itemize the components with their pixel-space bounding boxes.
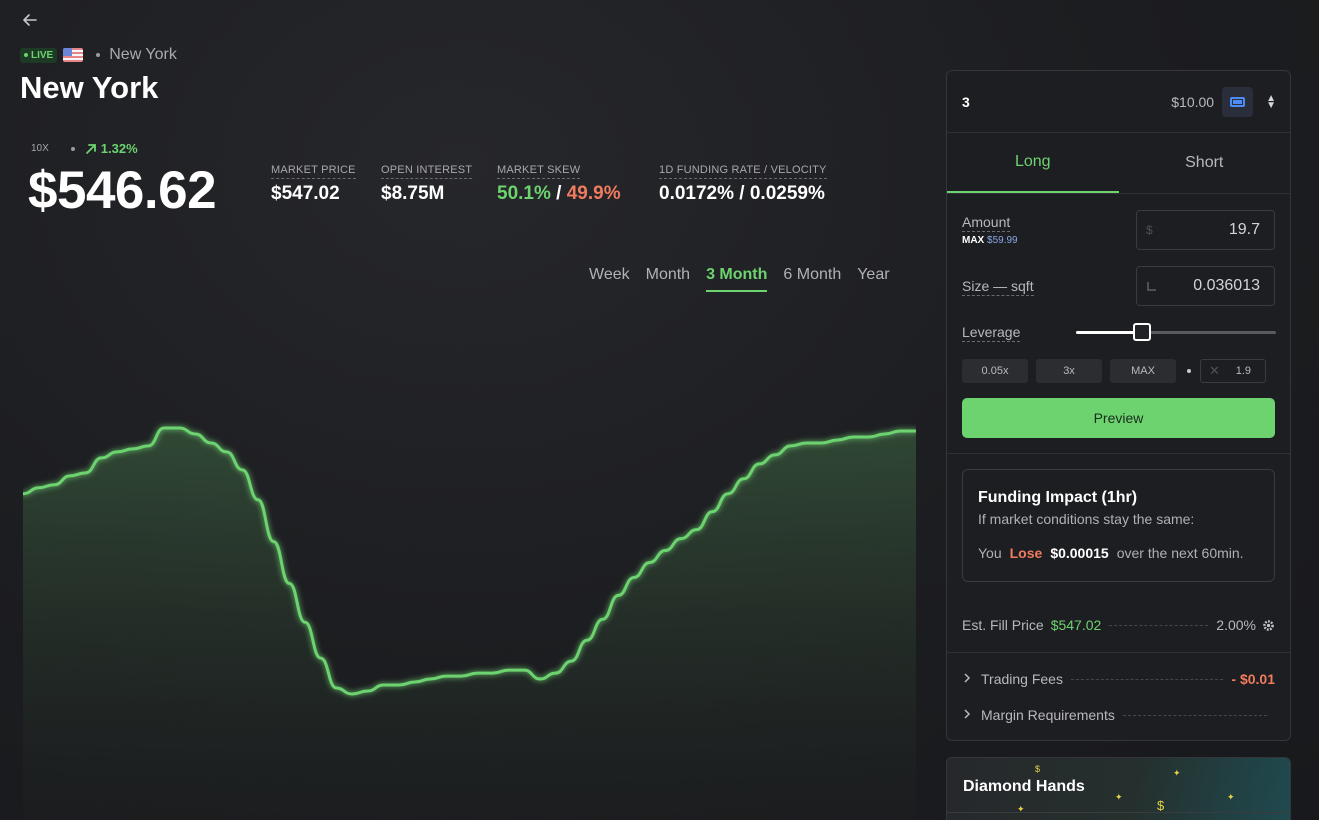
time-range-tabs: Week Month 3 Month 6 Month Year <box>589 266 906 292</box>
star-sparkle-icon: ✦ <box>1115 792 1123 802</box>
range-week[interactable]: Week <box>589 266 630 283</box>
leverage-slider[interactable] <box>1076 323 1276 341</box>
leverage-custom-input[interactable]: ✕ 1.9 <box>1200 359 1266 383</box>
tab-short[interactable]: Short <box>1185 154 1224 171</box>
dollar-sparkle-icon: $ <box>1157 798 1165 813</box>
funding-impact-card: Funding Impact (1hr) If market condition… <box>962 469 1275 582</box>
price-change: 1.32% <box>85 141 138 156</box>
dollar-sparkle-icon: $ <box>1035 764 1041 774</box>
leverage-slider-thumb[interactable] <box>1133 323 1151 341</box>
diamond-hands-title: Diamond Hands <box>963 778 1085 795</box>
est-fill-price-row: Est. Fill Price $547.02 2.00% <box>962 617 1275 633</box>
leverage-label-group: Leverage <box>962 324 1021 342</box>
side-tabs: Long Short <box>947 133 1290 194</box>
wallet-icon <box>1222 86 1254 117</box>
leverage-preset-max[interactable]: MAX <box>1110 359 1176 383</box>
us-flag-icon <box>63 48 84 62</box>
leverage-badge: 10X <box>31 143 49 154</box>
gear-icon[interactable] <box>1262 619 1275 632</box>
page-title: New York <box>20 70 159 105</box>
tab-long[interactable]: Long <box>947 133 1119 193</box>
multiply-icon: ✕ <box>1209 363 1220 378</box>
size-label: Size — sqft <box>962 278 1034 296</box>
slippage-value: 2.00% <box>1216 617 1256 633</box>
range-3-month[interactable]: 3 Month <box>706 266 768 292</box>
back-arrow-icon[interactable] <box>20 10 40 30</box>
diamond-hands-card[interactable]: Diamond Hands $ $ ✦ ✦ ✦ ✦ <box>946 757 1291 820</box>
impact-title: Funding Impact (1hr) <box>978 489 1138 506</box>
trend-up-icon <box>85 143 96 154</box>
trading-fees-row[interactable]: Trading Fees - $0.01 <box>962 671 1275 687</box>
impact-subtitle: If market conditions stay the same: <box>978 511 1195 527</box>
star-sparkle-icon: ✦ <box>1017 804 1025 814</box>
market-skew-metric: MARKET SKEW 50.1% / 49.9% <box>497 164 621 204</box>
leverage-change-row: 10X 1.32% <box>31 141 138 156</box>
chevron-right-icon <box>962 708 976 722</box>
market-price-metric: MARKET PRICE $547.02 <box>271 164 356 204</box>
preview-button[interactable]: Preview <box>962 398 1275 438</box>
impact-summary: You Lose $0.00015 over the next 60min. <box>978 545 1244 561</box>
live-badge: LIVE <box>20 47 58 63</box>
range-6-month[interactable]: 6 Month <box>783 266 842 283</box>
amount-input[interactable]: $ 19.7 <box>1136 210 1275 250</box>
size-input[interactable]: 0.036013 <box>1136 266 1275 306</box>
range-month[interactable]: Month <box>645 266 691 283</box>
fees-value: - $0.01 <box>1231 671 1275 687</box>
chevron-updown-icon[interactable]: ▲ ▼ <box>1266 92 1276 111</box>
funding-rate-metric: 1D FUNDING RATE / VELOCITY 0.0172% / 0.0… <box>659 164 827 204</box>
leverage-preset-3x[interactable]: 3x <box>1036 359 1102 383</box>
location-row: LIVE New York <box>20 46 177 64</box>
dollar-icon: $ <box>1146 223 1153 237</box>
fill-price-value: $547.02 <box>1050 617 1102 633</box>
leverage-slider-fill <box>1076 331 1142 334</box>
current-price: $546.62 <box>28 161 217 220</box>
star-sparkle-icon: ✦ <box>1227 792 1235 802</box>
chart-area-fill <box>23 428 916 820</box>
max-amount[interactable]: MAX $59.99 <box>962 235 1018 246</box>
amount-label: Amount <box>962 214 1011 232</box>
account-id: 3 <box>962 93 970 110</box>
price-chart[interactable] <box>23 300 916 820</box>
range-year[interactable]: Year <box>857 266 890 283</box>
location-breadcrumb: New York <box>109 46 177 63</box>
size-label-group: Size — sqft <box>962 278 1034 296</box>
leverage-preset-0.05x[interactable]: 0.05x <box>962 359 1028 383</box>
area-icon <box>1147 282 1156 291</box>
leverage-label: Leverage <box>962 324 1021 342</box>
account-selector[interactable]: 3 $10.00 ▲ ▼ <box>947 71 1290 133</box>
account-balance: $10.00 <box>1171 93 1215 110</box>
star-sparkle-icon: ✦ <box>1173 768 1181 778</box>
order-panel: 3 $10.00 ▲ ▼ Long Short Amount MAX $59.99… <box>946 70 1291 741</box>
chart-series-line <box>23 426 916 696</box>
leverage-presets: 0.05x 3x MAX ✕ 1.9 <box>962 359 1266 383</box>
open-interest-metric: OPEN INTEREST $8.75M <box>381 164 473 204</box>
chevron-right-icon <box>962 672 976 686</box>
margin-requirements-row[interactable]: Margin Requirements <box>962 707 1275 723</box>
amount-label-group: Amount MAX $59.99 <box>962 214 1018 246</box>
